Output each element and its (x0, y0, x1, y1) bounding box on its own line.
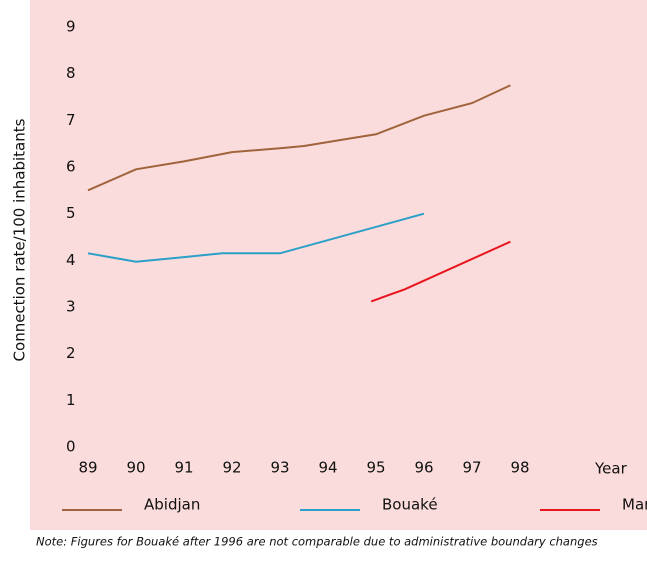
x-tick-label: 96 (414, 459, 433, 477)
y-tick-label: 7 (66, 111, 76, 129)
x-tick-label: 95 (366, 459, 385, 477)
legend-label: Bouaké (382, 496, 438, 514)
x-tick-label: 92 (222, 459, 241, 477)
line (87, 212, 425, 263)
y-axis-label: Connection rate/100 inhabitants (11, 118, 29, 361)
legend-label: Man (622, 496, 647, 514)
x-tick-label: 97 (462, 459, 481, 477)
y-tick-label: 0 (66, 438, 76, 456)
x-tick-label: 89 (78, 459, 97, 477)
line (87, 84, 511, 192)
note: Note: Figures for Bouaké after 1996 are … (36, 535, 598, 549)
y-tick-label: 1 (66, 391, 76, 409)
y-tick-label: 6 (66, 158, 76, 176)
line (370, 240, 511, 303)
y-tick-label: 3 (66, 298, 76, 316)
y-tick-label: 4 (66, 251, 76, 269)
y-tick-label: 2 (66, 344, 76, 362)
y-tick-label: 8 (66, 64, 76, 82)
x-tick-label: 91 (174, 459, 193, 477)
x-tick-label: 93 (270, 459, 289, 477)
x-tick-label: 94 (318, 459, 337, 477)
plot-background (30, 0, 647, 530)
legend-label: Abidjan (144, 496, 200, 514)
x-tick-label: 98 (510, 459, 529, 477)
x-axis-label: Year (594, 460, 628, 478)
x-tick-label: 90 (126, 459, 145, 477)
y-tick-label: 5 (66, 204, 76, 222)
y-tick-label: 9 (66, 18, 76, 36)
